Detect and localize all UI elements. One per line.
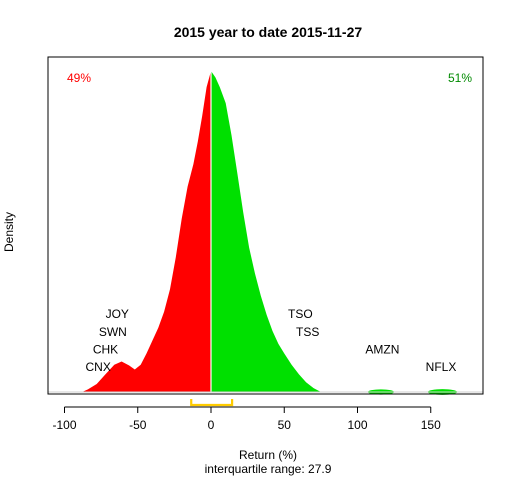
ticker-label-nflx: NFLX xyxy=(426,360,457,374)
ticker-label-chk: CHK xyxy=(93,342,118,356)
x-tick-label: 0 xyxy=(208,418,215,432)
density-areas xyxy=(48,71,483,395)
iqr-bracket-path xyxy=(190,399,234,407)
y-axis-label: Density xyxy=(2,212,16,252)
ticker-label-swn: SWN xyxy=(99,325,127,339)
x-tick-label: 50 xyxy=(278,418,292,432)
ticker-label-joy: JOY xyxy=(106,307,129,321)
x-tick-label: 100 xyxy=(347,418,367,432)
x-axis: -100 -50 0 50 100 150 xyxy=(52,406,441,432)
pct-positive-label: 51% xyxy=(448,71,472,85)
ticker-labels: JOY SWN CHK CNX TSO TSS AMZN NFLX xyxy=(86,307,457,374)
negative-density-area xyxy=(82,71,211,392)
pct-negative-label: 49% xyxy=(67,71,91,85)
plot-frame xyxy=(47,56,484,395)
ticker-label-tss: TSS xyxy=(296,325,319,339)
positive-density-area xyxy=(211,71,321,392)
chart-title: 2015 year to date 2015-11-27 xyxy=(174,24,363,40)
iqr-caption: interquartile range: 27.9 xyxy=(205,462,332,476)
ticker-label-cnx: CNX xyxy=(86,360,111,374)
x-tick-label: -100 xyxy=(52,418,76,432)
ticker-label-amzn: AMZN xyxy=(365,342,399,356)
x-axis-label: Return (%) xyxy=(239,448,297,462)
x-tick-label: 150 xyxy=(421,418,441,432)
ticker-label-tso: TSO xyxy=(288,307,313,321)
x-tick-label: -50 xyxy=(129,418,147,432)
iqr-bracket xyxy=(190,399,234,407)
